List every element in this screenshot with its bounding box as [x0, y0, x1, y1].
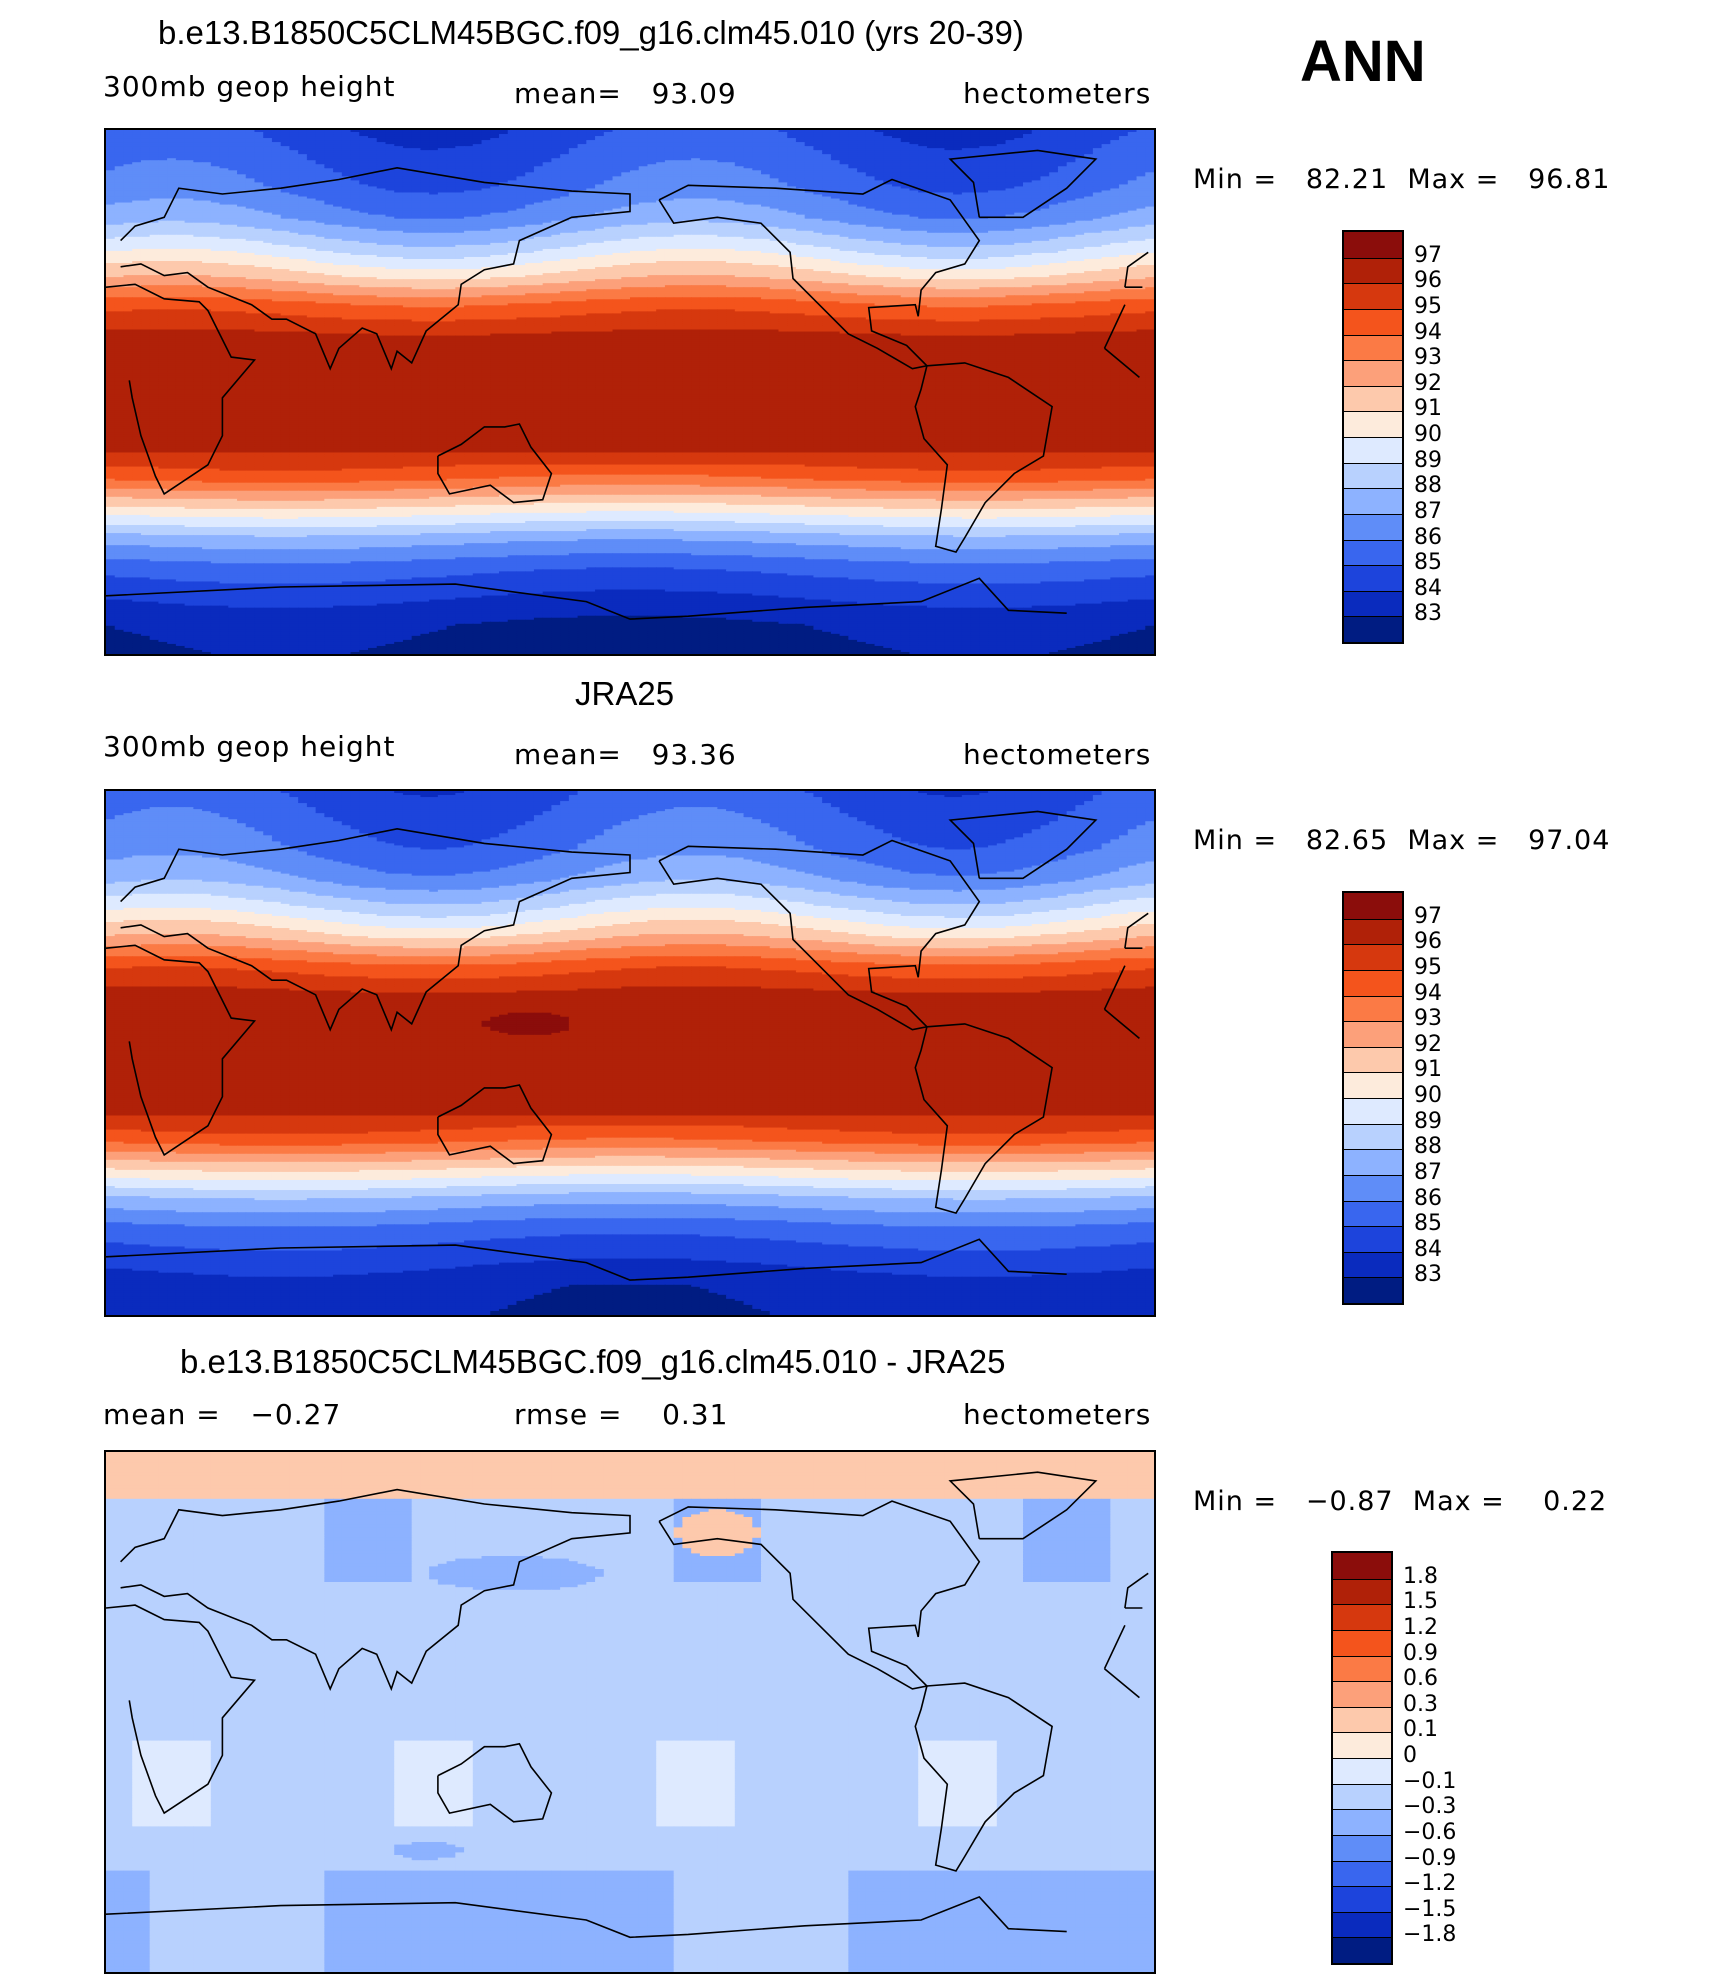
- season-label: ANN: [1300, 28, 1426, 95]
- panel1-map: [104, 128, 1156, 656]
- panel1-units: hectometers: [963, 77, 1151, 110]
- panel1-title: b.e13.B1850C5CLM45BGC.f09_g16.clm45.010 …: [158, 14, 1024, 52]
- panel1-variable: 300mb geop height: [103, 70, 395, 103]
- panel1-field: [106, 130, 1154, 654]
- panel1-mean: mean= 93.09: [514, 77, 737, 110]
